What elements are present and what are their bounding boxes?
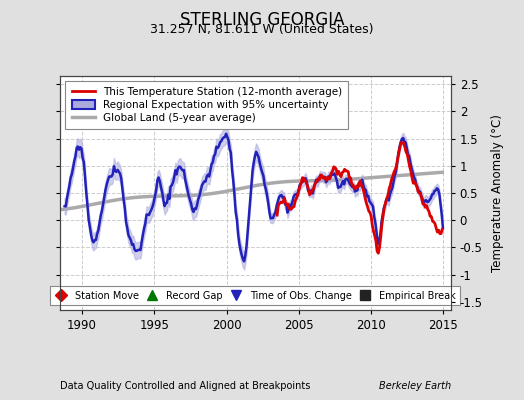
Text: Data Quality Controlled and Aligned at Breakpoints: Data Quality Controlled and Aligned at B… [60,381,311,391]
Legend: Station Move, Record Gap, Time of Obs. Change, Empirical Break: Station Move, Record Gap, Time of Obs. C… [50,286,461,305]
Text: STERLING GEORGIA: STERLING GEORGIA [180,11,344,29]
Y-axis label: Temperature Anomaly (°C): Temperature Anomaly (°C) [491,114,504,272]
Text: 31.257 N, 81.611 W (United States): 31.257 N, 81.611 W (United States) [150,23,374,36]
Text: Berkeley Earth: Berkeley Earth [378,381,451,391]
